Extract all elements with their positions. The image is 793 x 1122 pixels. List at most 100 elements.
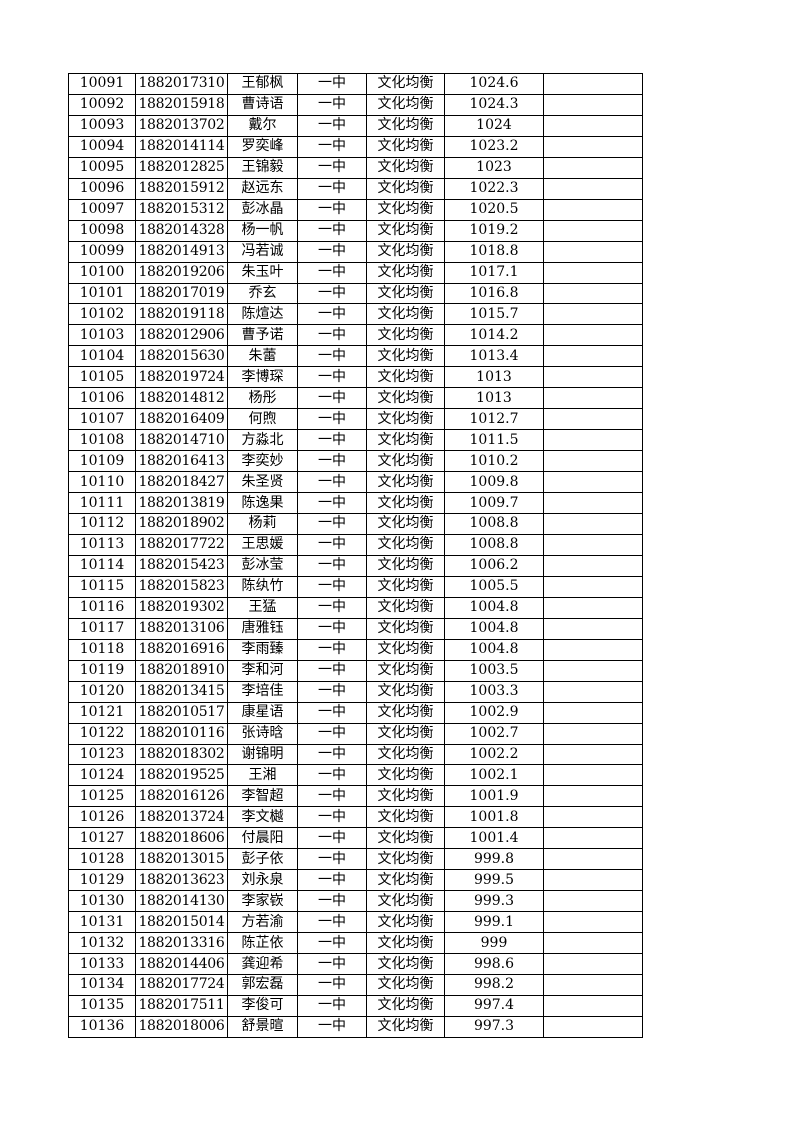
row-number-cell: 10135 [68,994,136,1017]
table-row: 10092 1882015918 曹诗语 一中 文化均衡 1024.3 [68,93,643,116]
table-row: 10100 1882019206 朱玉叶 一中 文化均衡 1017.1 [68,261,643,284]
school-cell: 一中 [297,345,367,368]
student-name-cell: 曹予诺 [227,324,298,347]
category-cell: 文化均衡 [366,743,445,766]
score-cell: 1006.2 [444,554,544,577]
category-cell: 文化均衡 [366,366,445,389]
table-row: 10115 1882015823 陈纨竹 一中 文化均衡 1005.5 [68,575,643,598]
remark-cell [543,911,643,934]
student-name-cell: 陈纨竹 [227,575,298,598]
category-cell: 文化均衡 [366,890,445,913]
remark-cell [543,722,643,745]
student-id-cell: 1882014812 [135,387,228,410]
row-number-cell: 10093 [68,114,136,137]
row-number-cell: 10131 [68,911,136,934]
remark-cell [543,198,643,221]
row-number-cell: 10091 [68,73,136,95]
student-id-cell: 1882014328 [135,219,228,242]
row-number-cell: 10100 [68,261,136,284]
score-cell: 999.5 [444,869,544,892]
score-cell: 1004.8 [444,596,544,619]
remark-cell [543,743,643,766]
remark-cell [543,932,643,955]
remark-cell [543,387,643,410]
score-cell: 1013 [444,366,544,389]
table-row: 10127 1882018606 付晨阳 一中 文化均衡 1001.4 [68,827,643,850]
student-name-cell: 刘永泉 [227,869,298,892]
remark-cell [543,701,643,724]
table-row: 10134 1882017724 郭宏磊 一中 文化均衡 998.2 [68,973,643,996]
remark-cell [543,764,643,787]
table-row: 10121 1882010517 康星语 一中 文化均衡 1002.9 [68,701,643,724]
school-cell: 一中 [297,450,367,473]
student-id-cell: 1882013316 [135,932,228,955]
student-name-cell: 杨莉 [227,513,298,535]
row-number-cell: 10105 [68,366,136,389]
table-row: 10135 1882017511 李俊可 一中 文化均衡 997.4 [68,994,643,1017]
school-cell: 一中 [297,596,367,619]
category-cell: 文化均衡 [366,617,445,640]
student-id-cell: 1882013415 [135,680,228,703]
school-cell: 一中 [297,366,367,389]
category-cell: 文化均衡 [366,785,445,808]
school-cell: 一中 [297,303,367,326]
row-number-cell: 10098 [68,219,136,242]
student-name-cell: 朱玉叶 [227,261,298,284]
remark-cell [543,73,643,95]
remark-cell [543,408,643,431]
score-cell: 1009.8 [444,471,544,494]
remark-cell [543,114,643,137]
category-cell: 文化均衡 [366,596,445,619]
remark-cell [543,953,643,975]
school-cell: 一中 [297,785,367,808]
score-cell: 997.3 [444,1015,544,1038]
student-id-cell: 1882018910 [135,659,228,682]
row-number-cell: 10118 [68,638,136,661]
row-number-cell: 10136 [68,1015,136,1038]
row-number-cell: 10094 [68,135,136,158]
school-cell: 一中 [297,429,367,452]
row-number-cell: 10102 [68,303,136,326]
table-row: 10107 1882016409 何煦 一中 文化均衡 1012.7 [68,408,643,431]
school-cell: 一中 [297,261,367,284]
score-cell: 1022.3 [444,177,544,200]
score-cell: 1023.2 [444,135,544,158]
category-cell: 文化均衡 [366,303,445,326]
student-name-cell: 李智超 [227,785,298,808]
remark-cell [543,659,643,682]
table-row: 10122 1882010116 张诗晗 一中 文化均衡 1002.7 [68,722,643,745]
table-row: 10124 1882019525 王湘 一中 文化均衡 1002.1 [68,764,643,787]
remark-cell [543,869,643,892]
score-cell: 999.1 [444,911,544,934]
school-cell: 一中 [297,554,367,577]
row-number-cell: 10114 [68,554,136,577]
table-row: 10125 1882016126 李智超 一中 文化均衡 1001.9 [68,785,643,808]
score-cell: 998.6 [444,953,544,975]
score-cell: 1016.8 [444,282,544,305]
remark-cell [543,890,643,913]
table-row: 10111 1882013819 陈逸果 一中 文化均衡 1009.7 [68,492,643,515]
school-cell: 一中 [297,953,367,975]
table-row: 10118 1882016916 李雨臻 一中 文化均衡 1004.8 [68,638,643,661]
student-name-cell: 陈煊达 [227,303,298,326]
student-name-cell: 何煦 [227,408,298,431]
school-cell: 一中 [297,219,367,242]
category-cell: 文化均衡 [366,471,445,494]
school-cell: 一中 [297,890,367,913]
table-row: 10094 1882014114 罗奕峰 一中 文化均衡 1023.2 [68,135,643,158]
category-cell: 文化均衡 [366,219,445,242]
row-number-cell: 10111 [68,492,136,515]
remark-cell [543,135,643,158]
student-id-cell: 1882015312 [135,198,228,221]
student-id-cell: 1882017310 [135,73,228,95]
student-name-cell: 方若渝 [227,911,298,934]
score-cell: 1003.3 [444,680,544,703]
student-id-cell: 1882015912 [135,177,228,200]
category-cell: 文化均衡 [366,492,445,515]
score-cell: 1017.1 [444,261,544,284]
row-number-cell: 10116 [68,596,136,619]
row-number-cell: 10097 [68,198,136,221]
school-cell: 一中 [297,764,367,787]
student-id-cell: 1882013724 [135,806,228,829]
school-cell: 一中 [297,617,367,640]
